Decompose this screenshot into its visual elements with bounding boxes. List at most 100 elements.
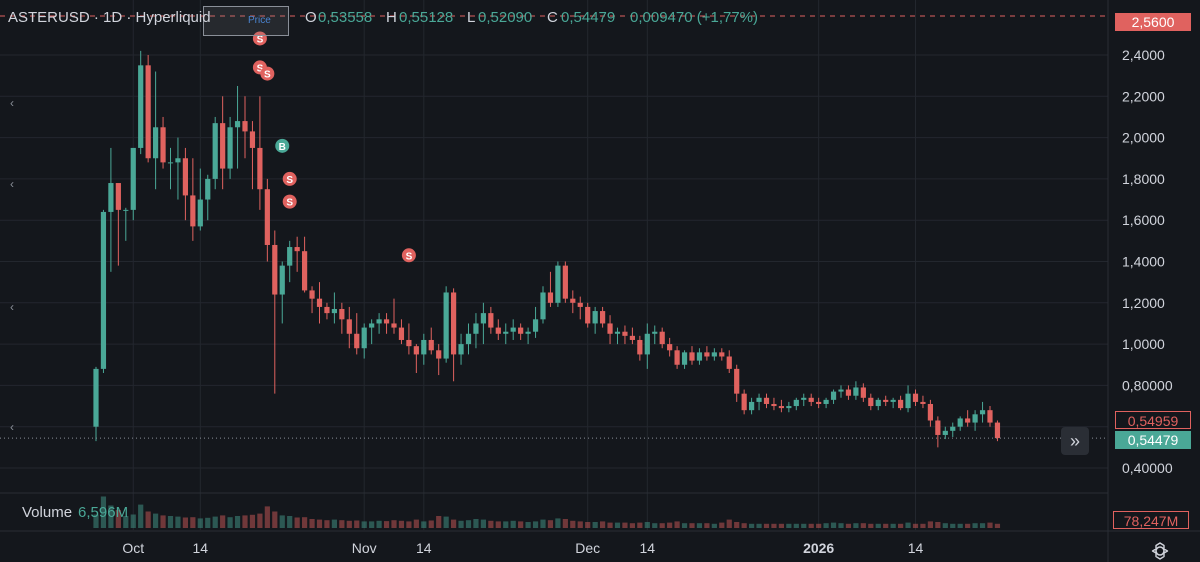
- volume-bar: [808, 523, 814, 528]
- candle-body: [257, 147, 263, 190]
- volume-bar: [421, 521, 427, 528]
- candle-body: [488, 313, 494, 328]
- volume-value: 6,596M: [78, 504, 129, 521]
- candle-body: [190, 195, 196, 227]
- y-tick-label: 2,0000: [1122, 130, 1165, 146]
- candle-body: [138, 65, 144, 148]
- trade-marker-label: S: [257, 63, 264, 74]
- candle-body: [205, 178, 211, 200]
- candle-body: [428, 339, 434, 351]
- candle-body: [793, 399, 799, 407]
- volume-bar: [473, 519, 479, 528]
- candle-body: [853, 387, 859, 396]
- gear-icon[interactable]: [1150, 541, 1170, 561]
- volume-bar: [369, 521, 375, 528]
- volume-bar: [182, 517, 188, 528]
- trade-marker: [252, 31, 267, 46]
- candle-body: [361, 327, 367, 349]
- candle-body: [600, 311, 606, 324]
- candle-body: [987, 410, 993, 423]
- volume-bar: [153, 513, 159, 528]
- candle-body: [920, 401, 926, 404]
- volume-bar: [749, 523, 755, 528]
- volume-bar: [108, 505, 114, 528]
- volume-bar: [994, 523, 1001, 528]
- volume-bar: [659, 523, 665, 528]
- volume-bar: [510, 520, 516, 528]
- candle-body: [868, 397, 874, 407]
- candle-body: [570, 298, 576, 303]
- volume-bar: [197, 518, 203, 528]
- candle-body: [160, 127, 166, 163]
- volume-bar: [361, 521, 367, 528]
- volume-bar: [741, 523, 747, 528]
- volume-bar: [138, 504, 144, 528]
- volume-bar: [234, 516, 241, 528]
- volume-bar: [838, 523, 844, 528]
- candle-body: [696, 352, 703, 361]
- volume-bar: [793, 523, 799, 528]
- volume-bar: [205, 517, 211, 528]
- x-tick-label: 14: [908, 540, 924, 556]
- volume-bar: [890, 523, 896, 528]
- trade-marker-label: S: [406, 251, 413, 262]
- y-tick-label: 2,2000: [1122, 88, 1165, 104]
- trade-marker: [401, 248, 416, 263]
- candle-body: [436, 350, 442, 359]
- volume-bar: [689, 523, 695, 528]
- volume-label: Volume: [22, 504, 73, 521]
- trade-marker-label: S: [257, 34, 264, 45]
- chevron-left-icon[interactable]: ‹: [10, 177, 14, 191]
- volume-bar: [577, 521, 583, 528]
- volume-bar: [756, 523, 762, 528]
- candle-body: [808, 397, 814, 402]
- candle-body: [681, 352, 688, 365]
- volume-bar: [532, 521, 539, 528]
- candle-body: [883, 399, 889, 402]
- volume-bar: [637, 522, 643, 528]
- volume-bar: [324, 520, 330, 528]
- candle-body: [175, 158, 181, 163]
- open-value: 0,53558: [318, 9, 373, 26]
- candle-body: [398, 327, 405, 340]
- candle-body: [234, 121, 241, 128]
- candle-body: [838, 389, 844, 392]
- candle-body: [667, 344, 673, 351]
- double-chevron-right-icon[interactable]: »: [1061, 427, 1089, 455]
- x-tick-label: 2026: [803, 540, 834, 556]
- candle-body: [287, 247, 293, 266]
- volume-bar: [614, 522, 621, 528]
- volume-bar: [830, 522, 837, 528]
- volume-bar: [771, 523, 777, 528]
- chevron-left-icon[interactable]: ‹: [10, 96, 14, 110]
- candle-body: [473, 323, 479, 334]
- candle-body: [331, 308, 337, 314]
- candle-body: [376, 319, 382, 324]
- candle-body: [592, 311, 598, 324]
- volume-bar: [562, 519, 568, 528]
- candle-body: [763, 397, 770, 404]
- volume-bar: [160, 515, 166, 528]
- candle-body: [734, 368, 740, 394]
- volume-bar: [212, 516, 218, 528]
- volume-tag: 78,247M: [1113, 511, 1189, 529]
- chevron-left-icon[interactable]: ‹: [10, 420, 14, 434]
- volume-bar: [406, 521, 412, 528]
- candle-body: [540, 292, 546, 320]
- volume-bar: [942, 523, 948, 528]
- volume-bar: [294, 517, 300, 528]
- candle-body: [532, 319, 539, 332]
- volume-bar: [585, 522, 591, 528]
- last-price-tag-red: 0,54959: [1115, 411, 1191, 429]
- candle-body: [659, 331, 665, 345]
- candle-body: [451, 292, 457, 355]
- volume-bar: [816, 523, 822, 528]
- candle-body: [585, 306, 591, 324]
- volume-bar: [242, 515, 248, 528]
- symbol-title[interactable]: ASTERUSD · 1D · Hyperliquid: [8, 9, 211, 26]
- candle-body: [115, 183, 121, 210]
- chevron-left-icon[interactable]: ‹: [10, 300, 14, 314]
- trade-marker: [282, 194, 297, 209]
- volume-bar: [264, 506, 270, 528]
